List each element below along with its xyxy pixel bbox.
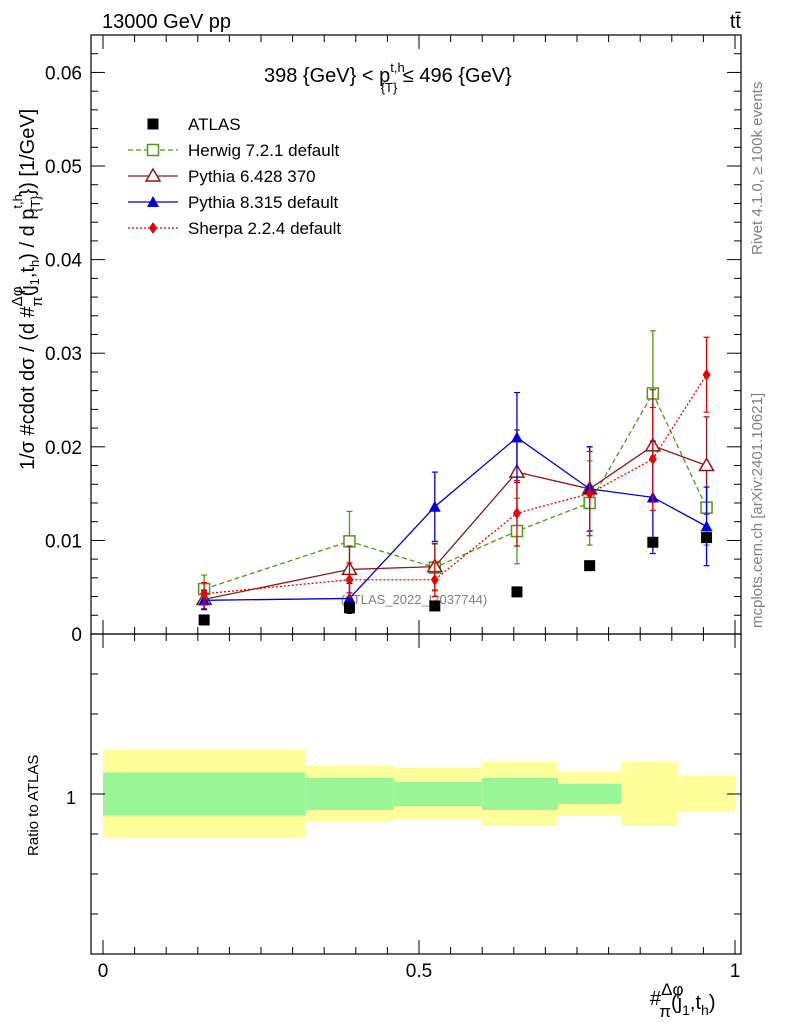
data-point <box>698 457 715 472</box>
ratio-outer-band-6 <box>678 776 735 812</box>
x-tick-labels: 0 0.5 1 <box>98 961 741 982</box>
header-left: 13000 GeV pp <box>102 11 231 33</box>
y-tick-label: 0.06 <box>45 63 82 84</box>
rivet-label: Rivet 4.1.0, ≥ 100k events <box>749 82 766 255</box>
data-point <box>200 587 209 600</box>
y-tick-label: 0.03 <box>45 344 82 365</box>
data-point <box>343 602 355 614</box>
legend: ATLAS Herwig 7.2.1 default Pythia 6.428 37… <box>128 115 341 238</box>
data-point <box>343 592 356 604</box>
data-point <box>512 507 521 520</box>
series-4 <box>200 336 711 606</box>
data-point <box>198 614 210 626</box>
data-point <box>510 431 523 443</box>
data-point <box>647 536 659 548</box>
y-axis-label: 1/σ #cdot dσ / (d #Δφ π(j1,th) / d pt,h {T… <box>9 109 46 470</box>
series-0 <box>198 532 713 626</box>
series-1 <box>197 330 713 604</box>
ratio-inner-band-1 <box>305 778 394 810</box>
data-point <box>701 532 713 544</box>
x-tick-label: 0 <box>98 961 109 982</box>
data-point <box>429 600 441 612</box>
ratio-y-label: Ratio to ATLAS <box>25 755 42 856</box>
series-line-3 <box>204 436 707 601</box>
series-line-2 <box>203 445 707 601</box>
data-point <box>648 452 657 465</box>
data-point <box>585 487 594 500</box>
header-right: tt̄ <box>730 11 742 33</box>
legend-marker-4 <box>149 222 157 234</box>
ratio-inner-band-0 <box>103 772 306 816</box>
data-point <box>511 586 523 598</box>
x-axis-label: #Δφ π(j1,th) <box>650 980 716 1021</box>
y-tick-label: 0.04 <box>45 251 82 272</box>
axis-ticks <box>91 34 741 955</box>
data-point <box>343 535 356 548</box>
data-point <box>428 500 441 512</box>
series-layer <box>195 330 715 626</box>
series-3 <box>198 391 713 615</box>
y-tick-labels: 0 0.01 0.02 0.03 0.04 0.05 0.06 <box>45 63 82 646</box>
x-tick-label: 1 <box>730 961 741 982</box>
data-point <box>584 560 596 572</box>
ratio-inner-band-4 <box>558 784 622 804</box>
ratio-outer-band-5 <box>621 762 679 826</box>
chart-title: 398 {GeV} < pt,h {T} ≤ 496 {GeV} <box>264 60 512 95</box>
legend-label-2: Pythia 6.428 370 <box>188 167 316 186</box>
ratio-inner-band-2 <box>393 782 483 806</box>
ratio-inner-band-3 <box>482 778 559 810</box>
data-point <box>702 368 711 381</box>
data-point <box>700 520 713 532</box>
data-point <box>430 573 439 586</box>
series-line-1 <box>203 392 708 590</box>
legend-marker-2 <box>144 167 162 182</box>
legend-label-0: ATLAS <box>188 115 241 134</box>
x-tick-label: 0.5 <box>406 961 432 982</box>
legend-label-4: Sherpa 2.2.4 default <box>188 219 341 238</box>
series-line-4 <box>204 374 708 595</box>
legend-marker-3 <box>147 196 159 207</box>
ratio-bands <box>103 750 735 838</box>
y-tick-label: 0.05 <box>45 157 82 178</box>
y-tick-label: 0 <box>71 625 82 646</box>
watermark: (ATLAS_2022_I2037744) <box>341 592 487 607</box>
series-2 <box>195 389 715 610</box>
y-tick-label: 0.02 <box>45 438 82 459</box>
legend-marker-0 <box>147 118 159 130</box>
legend-label-3: Pythia 8.315 default <box>188 193 339 212</box>
legend-label-1: Herwig 7.2.1 default <box>188 141 339 160</box>
y-tick-label: 0.01 <box>45 531 82 552</box>
data-point <box>345 573 354 586</box>
mcplots-label: mcplots.cern.ch [arXiv:2401.10621] <box>749 393 766 628</box>
ratio-tick-label: 1 <box>66 788 76 808</box>
legend-marker-1 <box>146 143 160 157</box>
